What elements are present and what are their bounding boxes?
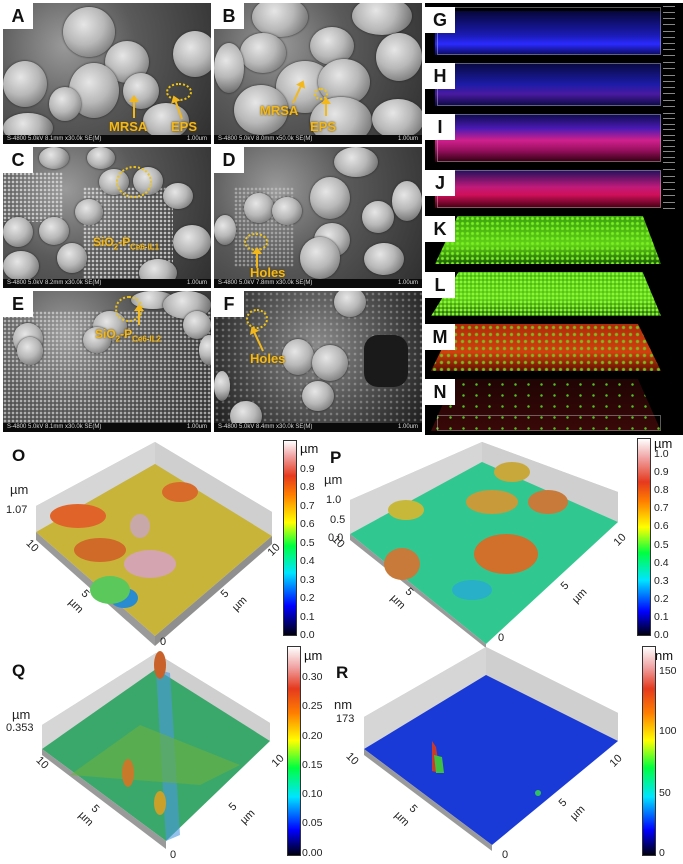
x-tick-0: 0: [170, 849, 177, 861]
panel-label: F: [214, 291, 244, 317]
sem-info-bar: S-4800 5.0kV 8.4mm x30.0k SE(M) 1.00um: [214, 423, 422, 432]
panel-label: M: [425, 324, 455, 350]
colorbar-o: [283, 440, 297, 636]
sem-info-bar: S-4800 5.0kV 8.1mm x30.0k SE(M) 1.00um: [3, 423, 211, 432]
clsm-panel-m: M: [425, 320, 683, 375]
z-tick-1.0: 1.0: [326, 494, 342, 506]
annotation-mrsa: MRSA: [260, 103, 299, 118]
panel-label: B: [214, 3, 244, 29]
panel-label: H: [425, 63, 455, 89]
sem-panel-d: D Holes S-4800 5.0kV 7.8mm x30.0k SE(M) 1…: [214, 147, 422, 288]
z-tick-0.0: 0.0: [328, 532, 344, 544]
annotation-eps: EPS: [171, 119, 198, 134]
clsm-panel-g: G: [425, 3, 683, 59]
afm-panel-r: R nm 173 10 5 µm 0 5 µm 10: [332, 645, 632, 864]
colorbar-q: [287, 646, 301, 856]
panel-label: L: [425, 272, 455, 298]
colorbar-unit: µm: [300, 441, 319, 456]
panel-label: K: [425, 216, 455, 242]
colorbar-r: [642, 646, 656, 856]
sem-panel-b: B MRSA EPS S-4800 5.0kV 8.0mm x50.0k SE(…: [214, 3, 422, 144]
afm-panel-p: P µm 1.0 0.5 0.0 10 5 µm 0 5 µm 10: [322, 440, 632, 648]
sem-panel-a: A MRSA EPS S-4800 5.0kV 8.1mm x30.0k SE(…: [3, 3, 211, 144]
colorbar-p: [637, 438, 651, 636]
colorbar-unit: µm: [304, 648, 323, 663]
sem-info-bar: S-4800 5.0kV 8.1mm x30.0k SE(M) 1.00um: [3, 135, 211, 144]
panel-label: C: [3, 147, 33, 173]
panel-label: G: [425, 7, 455, 33]
sem-panel-c: C SiO2-PCe6-IL1 S-4800 5.0kV 8.2mm x30.0…: [3, 147, 211, 288]
panel-label: R: [336, 663, 349, 682]
x-tick-0: 0: [498, 632, 505, 644]
clsm-panel-l: L: [425, 268, 683, 320]
panel-label: E: [3, 291, 33, 317]
z-axis-max: 173: [336, 713, 355, 725]
annotation-holes: Holes: [250, 265, 286, 280]
sem-info-bar: S-4800 5.0kV 8.0mm x50.0k SE(M) 1.00um: [214, 135, 422, 144]
panel-label: I: [425, 114, 455, 140]
annotation-sio2-pce6-il2: SiO2-PCe6-IL2: [95, 327, 162, 344]
x-tick-0: 0: [160, 636, 167, 648]
z-axis-unit: µm: [12, 707, 31, 722]
annotation-sio2-pce6-il1: SiO2-PCe6-IL1: [93, 235, 160, 252]
sem-info-bar: S-4800 5.0kV 7.8mm x30.0k SE(M) 1.00um: [214, 279, 422, 288]
z-axis-unit: µm: [324, 472, 343, 487]
panel-label: P: [330, 448, 342, 467]
z-tick-0.5: 0.5: [330, 514, 346, 526]
clsm-panel-i: I: [425, 110, 683, 166]
z-axis-unit: µm: [10, 482, 29, 497]
panel-label: O: [12, 446, 26, 465]
panel-label: N: [425, 379, 455, 405]
annotation-mrsa: MRSA: [109, 119, 148, 134]
z-axis-unit: nm: [334, 697, 353, 712]
sem-panel-e: E SiO2-PCe6-IL2 S-4800 5.0kV 8.1mm x30.0…: [3, 291, 211, 432]
clsm-panel-j: J: [425, 166, 683, 212]
annotation-holes: Holes: [250, 351, 286, 366]
colorbar-unit: nm: [655, 648, 674, 663]
z-axis-max: 1.07: [6, 504, 28, 516]
colorbar-unit: µm: [654, 436, 673, 451]
panel-label: D: [214, 147, 244, 173]
panel-label: Q: [12, 661, 26, 680]
z-axis-max: 0.353: [6, 722, 34, 734]
panel-label: A: [3, 3, 33, 29]
x-tick-0: 0: [502, 849, 509, 861]
clsm-panel-k: K: [425, 212, 683, 268]
sem-panel-f: F Holes S-4800 5.0kV 8.4mm x30.0k SE(M) 1…: [214, 291, 422, 432]
sem-info-bar: S-4800 5.0kV 8.2mm x30.0k SE(M) 1.00um: [3, 279, 211, 288]
panel-label: J: [425, 170, 455, 196]
clsm-panel-n: N: [425, 375, 683, 435]
clsm-panel-h: H: [425, 59, 683, 110]
afm-panel-o: O µm 1.07 10 5 µm 0 5 µm 10: [0, 440, 290, 648]
afm-panel-q: Q µm 0.353 10 5 µm 0 5 µm 10: [0, 645, 290, 864]
annotation-eps: EPS: [310, 119, 337, 134]
